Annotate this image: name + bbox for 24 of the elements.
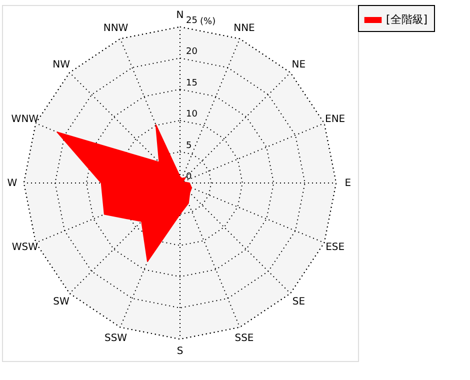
spoke-label: NNW: [103, 22, 128, 34]
spoke-label: ENE: [325, 114, 346, 125]
legend-label: [全階級]: [386, 13, 428, 26]
y-tick-label: 0: [186, 172, 192, 182]
spoke-label: W: [7, 178, 18, 189]
spoke-label: S: [176, 346, 184, 357]
spoke-label: NE: [292, 59, 306, 70]
spoke-label: SSW: [104, 333, 128, 344]
spoke-label: NW: [52, 59, 70, 70]
y-tick-label: 25: [186, 16, 198, 26]
spoke-label: N: [176, 10, 184, 22]
spoke-label: SSE: [234, 333, 254, 344]
spoke-label: SE: [292, 296, 306, 308]
spoke-label: NNE: [234, 22, 255, 34]
spoke-label: SW: [53, 296, 70, 308]
y-tick-label: 20: [186, 47, 198, 58]
text: (%): [200, 16, 216, 27]
spoke-label: E: [344, 178, 352, 189]
spoke-label: WNW: [11, 114, 39, 125]
spoke-label: ESE: [326, 242, 345, 254]
spoke-label: WSW: [12, 242, 38, 254]
y-tick-label: 5: [186, 140, 192, 151]
y-tick-label: 15: [186, 78, 198, 88]
y-tick-label: 10: [186, 110, 198, 120]
